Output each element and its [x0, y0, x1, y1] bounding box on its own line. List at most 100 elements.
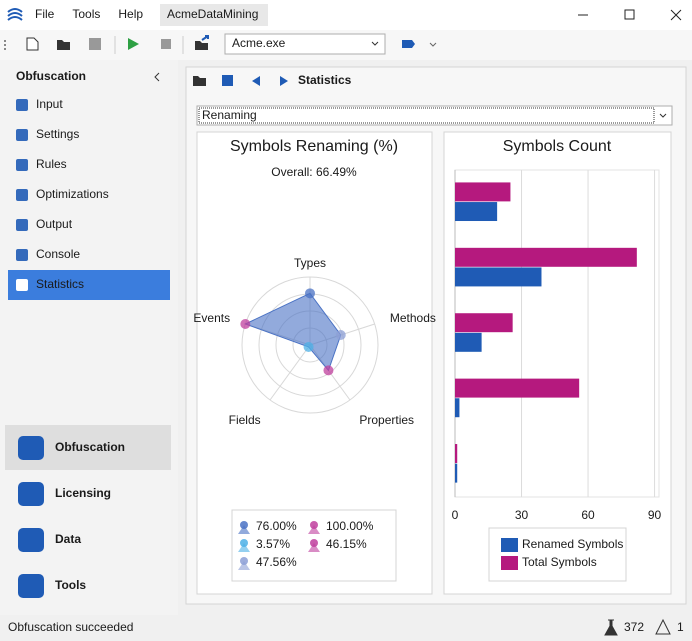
legend-swatch — [501, 538, 518, 552]
app-logo — [7, 8, 23, 21]
flask-icon — [604, 619, 618, 636]
item-icon — [16, 249, 28, 261]
sidebar: Obfuscation Input Settings Rules Optimizati… — [0, 60, 178, 615]
nav-icon — [18, 574, 44, 598]
view-dropdown-text: Renaming — [202, 108, 257, 122]
radar-axis-label: Fields — [229, 413, 261, 427]
legend-label: 47.56% — [256, 555, 297, 569]
radar-point — [335, 330, 346, 341]
legend-label: 76.00% — [256, 519, 297, 533]
window-title: AcmeDataMining — [167, 7, 258, 21]
chart-title: Symbols Count — [503, 138, 612, 155]
legend-icon — [238, 543, 250, 552]
maximize-button[interactable] — [624, 9, 635, 20]
view-dropdown[interactable] — [196, 105, 673, 126]
legend-label: Total Symbols — [522, 555, 597, 569]
sidebar-item[interactable]: Rules — [36, 157, 67, 171]
legend-label: 46.15% — [326, 537, 367, 551]
sidebar-item[interactable]: Output — [36, 217, 73, 231]
focus-rect — [198, 107, 655, 124]
dropdown-arrow — [659, 113, 667, 118]
x-tick-label: 60 — [581, 508, 595, 522]
run-button[interactable] — [128, 38, 139, 50]
legend-icon — [308, 525, 320, 534]
status-message: Obfuscation succeeded — [8, 620, 133, 634]
nav-icon — [18, 528, 44, 552]
legend-icon-head — [240, 521, 248, 529]
close-button[interactable] — [670, 9, 682, 21]
target-combo[interactable] — [224, 33, 386, 55]
legend-label: 3.57% — [256, 537, 290, 551]
bar — [455, 398, 460, 418]
sidebar-bg — [0, 60, 178, 615]
bar-legend — [488, 527, 627, 582]
x-tick-label: 90 — [648, 508, 662, 522]
sidebar-item[interactable]: Optimizations — [36, 187, 109, 201]
nav-item[interactable]: Licensing — [55, 486, 111, 500]
nav-item[interactable]: Obfuscation — [55, 440, 125, 454]
nav-item[interactable]: Tools — [55, 578, 86, 592]
legend-label: 100.00% — [326, 519, 374, 533]
radar-point — [305, 288, 315, 299]
status-warnings: 1 — [677, 620, 684, 634]
item-icon — [16, 189, 28, 201]
item-icon — [16, 129, 28, 141]
status-count: 372 — [624, 620, 644, 634]
sidebar-item[interactable]: Console — [36, 247, 80, 261]
toolbar-icons — [4, 33, 437, 55]
target-combo-text: Acme.exe — [232, 36, 286, 50]
bar — [455, 313, 513, 333]
bar — [455, 247, 637, 267]
radar-area — [244, 292, 342, 372]
collapse-button[interactable] — [154, 72, 160, 82]
bar — [455, 332, 482, 352]
x-tick-label: 30 — [515, 508, 529, 522]
panel-save-button[interactable] — [222, 75, 233, 86]
forward-button[interactable] — [280, 76, 288, 86]
back-button[interactable] — [252, 76, 260, 86]
radar-spoke — [269, 344, 311, 401]
nav-item[interactable]: Data — [55, 532, 81, 546]
warning-icon — [655, 618, 671, 635]
menu-item[interactable]: File — [35, 7, 55, 21]
bar — [455, 463, 458, 483]
panel-toolbar — [193, 75, 288, 86]
item-icon — [16, 219, 28, 231]
sidebar-item[interactable]: Settings — [36, 127, 79, 141]
panel-open-button[interactable] — [193, 76, 206, 86]
open-target-button[interactable] — [195, 41, 208, 50]
radar-point — [323, 365, 334, 376]
bar — [455, 202, 498, 222]
open-button[interactable] — [57, 40, 70, 50]
stop-button[interactable] — [161, 39, 171, 49]
bar — [455, 378, 580, 398]
panel-title: Statistics — [298, 73, 352, 87]
sidebar-item[interactable]: Statistics — [36, 277, 84, 291]
radar-axis-label: Types — [294, 256, 326, 270]
item-icon — [16, 99, 28, 111]
legend-swatch — [501, 556, 518, 570]
menu-item[interactable]: Help — [118, 7, 143, 21]
chart-title: Symbols Renaming (%) — [230, 138, 398, 155]
status-bar — [0, 615, 692, 641]
legend-icon — [238, 561, 250, 570]
tag-button[interactable] — [402, 40, 415, 48]
title-tab — [160, 4, 268, 26]
radar-point — [303, 341, 314, 352]
legend-icon-head — [240, 557, 248, 565]
radar-axis-label: Events — [193, 311, 230, 325]
legend-icon-head — [240, 539, 248, 547]
legend-label: Renamed Symbols — [522, 537, 623, 551]
selected-item-bg — [8, 270, 170, 300]
new-button[interactable] — [26, 37, 39, 51]
sidebar-item[interactable]: Input — [36, 97, 63, 111]
bar — [455, 444, 458, 463]
radar-point — [240, 318, 251, 329]
nav-icon — [18, 482, 44, 506]
legend-icon — [308, 543, 320, 552]
legend-icon-head — [310, 521, 318, 529]
menu-item[interactable]: Tools — [72, 7, 100, 21]
save-button[interactable] — [89, 38, 101, 50]
